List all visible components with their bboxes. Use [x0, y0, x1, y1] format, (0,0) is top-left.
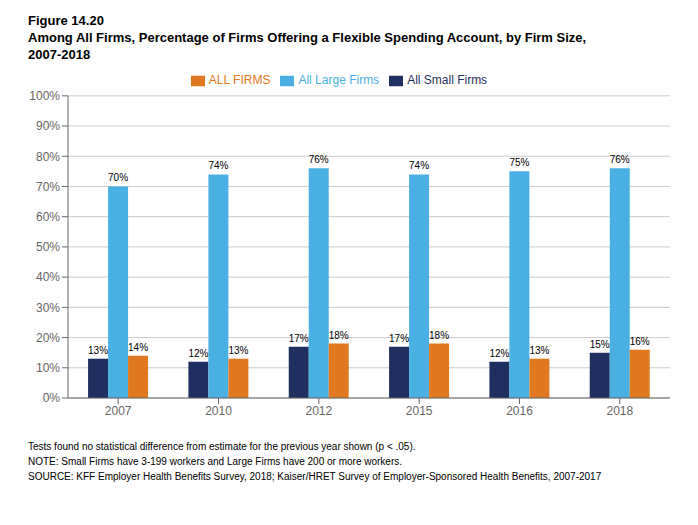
svg-text:16%: 16%	[630, 336, 650, 347]
svg-text:15%: 15%	[590, 339, 610, 350]
svg-text:12%: 12%	[489, 348, 509, 359]
svg-text:12%: 12%	[188, 348, 208, 359]
svg-text:76%: 76%	[610, 154, 630, 165]
svg-text:2016: 2016	[506, 404, 533, 418]
html-text:All Large Firms: All Large Firms	[298, 73, 380, 87]
svg-text:2012: 2012	[305, 404, 332, 418]
svg-text:74%: 74%	[409, 160, 429, 171]
html-text:ALL FIRMS: ALL FIRMS	[208, 73, 271, 87]
html-text:All Small Firms: All Small Firms	[407, 73, 488, 87]
svg-text:0%: 0%	[43, 391, 61, 405]
svg-text:70%: 70%	[108, 172, 128, 183]
svg-text:74%: 74%	[208, 160, 228, 171]
html-text:SOURCE: KFF Employer Health Be: SOURCE: KFF Employer Health Benefits Sur…	[28, 471, 602, 482]
html-text:Tests found no statistical dif: Tests found no statistical difference fr…	[28, 441, 416, 452]
html-text:Figure 14.20: Figure 14.20	[28, 13, 104, 28]
svg-text:10%: 10%	[36, 361, 60, 375]
svg-text:30%: 30%	[36, 301, 60, 315]
svg-text:2018: 2018	[606, 404, 633, 418]
svg-text:14%: 14%	[128, 342, 148, 353]
svg-text:40%: 40%	[36, 270, 60, 284]
svg-text:2015: 2015	[406, 404, 433, 418]
svg-text:75%: 75%	[509, 157, 529, 168]
svg-text:76%: 76%	[309, 154, 329, 165]
svg-text:17%: 17%	[289, 333, 309, 344]
svg-text:20%: 20%	[36, 331, 60, 345]
html-text:2007-2018: 2007-2018	[28, 47, 91, 62]
svg-text:100%: 100%	[29, 89, 60, 103]
svg-text:2010: 2010	[205, 404, 232, 418]
svg-text:13%: 13%	[228, 345, 248, 356]
svg-text:90%: 90%	[36, 119, 60, 133]
svg-text:2007: 2007	[105, 404, 132, 418]
svg-text:80%: 80%	[36, 150, 60, 164]
svg-text:13%: 13%	[529, 345, 549, 356]
svg-text:70%: 70%	[36, 180, 60, 194]
html-text:NOTE: Small Firms have 3-199 w: NOTE: Small Firms have 3-199 workers and…	[28, 456, 402, 467]
svg-text:18%: 18%	[329, 330, 349, 341]
svg-text:50%: 50%	[36, 240, 60, 254]
html-text:Among All Firms, Percentage of: Among All Firms, Percentage of Firms Off…	[28, 30, 587, 45]
svg-text:17%: 17%	[389, 333, 409, 344]
svg-text:60%: 60%	[36, 210, 60, 224]
svg-text:13%: 13%	[88, 345, 108, 356]
svg-text:18%: 18%	[429, 330, 449, 341]
